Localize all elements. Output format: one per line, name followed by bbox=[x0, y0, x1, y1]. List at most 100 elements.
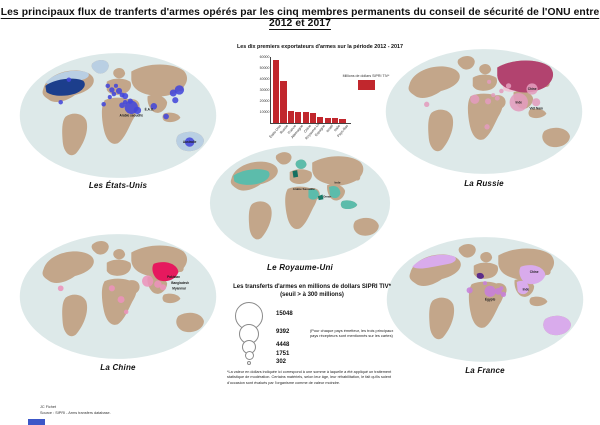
legend-value: 9392 bbox=[276, 329, 290, 336]
continent bbox=[457, 56, 475, 70]
legend-circle bbox=[244, 351, 254, 361]
legend-value: 1751 bbox=[276, 351, 290, 358]
continent bbox=[248, 201, 272, 240]
continent bbox=[113, 68, 126, 79]
recipient-bubble bbox=[184, 137, 195, 147]
continent bbox=[124, 280, 140, 295]
map-caption-russia: La Russie bbox=[464, 179, 504, 188]
legend-value: 302 bbox=[276, 358, 287, 365]
recipient-bubble bbox=[163, 113, 169, 120]
continent bbox=[529, 296, 548, 307]
recipient-label: Chine bbox=[528, 87, 537, 91]
recipient-bubble bbox=[499, 88, 504, 94]
continent bbox=[62, 113, 88, 156]
recipient-bubble bbox=[470, 94, 480, 104]
recipient-label: Viêt Nam bbox=[529, 106, 543, 110]
recipient-bubble bbox=[484, 124, 490, 130]
recipient-label: Inde bbox=[335, 180, 341, 184]
y-axis-tick: 10000 bbox=[259, 110, 270, 114]
footer-logo-mark bbox=[28, 419, 45, 425]
continent bbox=[113, 249, 126, 260]
continent bbox=[91, 241, 109, 255]
continent bbox=[480, 252, 493, 263]
continent bbox=[528, 108, 547, 119]
recipient-bubble bbox=[509, 93, 528, 112]
recipient-label: Myanmar bbox=[172, 286, 187, 290]
bar-Chine bbox=[302, 112, 309, 123]
region-china bbox=[519, 265, 546, 285]
recipient-label: Bangladesh bbox=[171, 281, 189, 285]
region-oman bbox=[317, 194, 324, 201]
bubble-size-legend: Les transferts d'armes en millions de do… bbox=[224, 284, 400, 372]
continent bbox=[479, 64, 492, 75]
recipient-bubble bbox=[57, 285, 64, 292]
recipient-bubble bbox=[66, 77, 72, 82]
bar-Pays-Bas bbox=[339, 118, 346, 123]
recipient-bubble bbox=[117, 296, 125, 304]
recipient-bubble bbox=[532, 98, 541, 107]
continent bbox=[312, 156, 364, 186]
legend-value: 15048 bbox=[276, 311, 293, 318]
bar-Israël bbox=[324, 117, 331, 123]
map-china: Pakistan Bangladesh Myanmar bbox=[14, 230, 222, 363]
bar-chart-plot: 10000 20000 30000 40000 50000 60000 États-Unis… bbox=[260, 55, 351, 140]
recipient-bubble bbox=[101, 101, 106, 107]
bar-Royaume-Uni bbox=[309, 112, 317, 123]
region-uk bbox=[292, 170, 299, 178]
region-canada bbox=[412, 254, 456, 269]
recipient-bubble bbox=[58, 99, 63, 105]
continent bbox=[353, 173, 361, 181]
continent bbox=[176, 312, 204, 333]
region-india bbox=[329, 185, 341, 199]
bar-Italie bbox=[332, 118, 339, 123]
legend-value: 4448 bbox=[276, 342, 290, 349]
continent bbox=[62, 294, 88, 337]
world-map-canvas: Arabie Saoudite Oman Inde bbox=[209, 145, 391, 261]
bubble-legend-title-line2: (seuil > à 300 millions) bbox=[280, 291, 344, 298]
credits: JC Fichet Source : SIPRI - Arms transfer… bbox=[40, 404, 111, 416]
recipient-bubble bbox=[159, 284, 167, 291]
recipient-bubble bbox=[500, 291, 507, 298]
recipient-bubble bbox=[172, 97, 179, 104]
continent bbox=[106, 259, 132, 276]
poster-title: Les principaux flux de tranferts d'armes… bbox=[0, 7, 600, 29]
region-scandinavia bbox=[295, 159, 307, 169]
bubble-legend-title-line1: Les transferts d'armes en millions de do… bbox=[233, 284, 391, 290]
recipient-bubble bbox=[113, 83, 118, 88]
continent bbox=[458, 244, 476, 258]
bubble-legend-rows: 15048 9392 4448 1751 302 bbox=[224, 300, 400, 372]
credits-author: JC Fichet bbox=[40, 405, 57, 409]
bar-chart-legend-swatch bbox=[357, 80, 375, 90]
y-axis-tick: 50000 bbox=[259, 66, 270, 70]
recipient-label: Inde bbox=[516, 100, 523, 104]
recipient-bubble bbox=[485, 98, 492, 105]
recipient-bubble bbox=[133, 106, 142, 115]
legend-circle bbox=[246, 360, 252, 366]
world-map-canvas: Inde Chine Viêt Nam bbox=[385, 49, 583, 174]
recipient-bubble bbox=[108, 285, 115, 292]
map-caption-china: La Chine bbox=[100, 363, 136, 372]
continent bbox=[543, 267, 551, 276]
recipient-bubble bbox=[494, 95, 500, 101]
continent bbox=[162, 293, 181, 304]
recipient-bubble bbox=[123, 309, 129, 315]
continent bbox=[176, 264, 184, 273]
continent bbox=[131, 64, 188, 97]
recipient-bubble bbox=[174, 85, 185, 95]
recipient-bubble bbox=[491, 93, 496, 98]
bubble-legend-title: Les transferts d'armes en millions de do… bbox=[224, 284, 400, 300]
bubble-legend-note: (Pour chaque pays émetteur, les trois pr… bbox=[310, 328, 394, 339]
recipient-label: Arabie saoudite bbox=[119, 114, 143, 118]
region-australia bbox=[543, 315, 571, 336]
continent bbox=[408, 66, 460, 99]
bar-chart-title: Les dix premiers exportateurs d'armes su… bbox=[236, 44, 404, 50]
continent bbox=[542, 127, 570, 148]
bar-chart-legend: Millions de dollars SIPRI TIV* bbox=[338, 74, 394, 90]
top-exporters-bar-chart: Les dix premiers exportateurs d'armes su… bbox=[237, 44, 403, 144]
recipient-bubble bbox=[499, 286, 504, 291]
map-caption-united-kingdom: Le Royaume-Uni bbox=[267, 263, 333, 272]
recipient-bubble bbox=[466, 287, 473, 294]
continent bbox=[490, 95, 506, 110]
